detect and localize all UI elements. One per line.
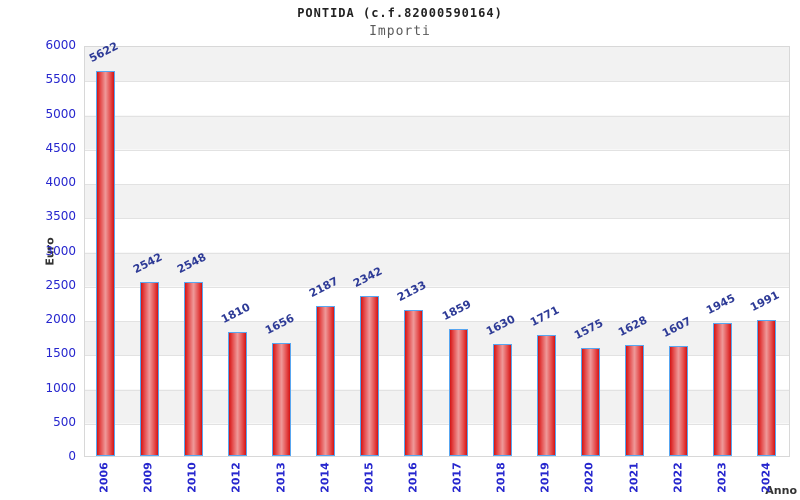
gridline xyxy=(85,149,789,151)
x-tick-label: 2021 xyxy=(627,462,641,493)
gridline xyxy=(85,115,789,117)
bar-2014 xyxy=(316,306,336,456)
x-tick-label: 2019 xyxy=(538,462,552,493)
y-tick-label: 3500 xyxy=(45,209,76,224)
x-tick-label: 2017 xyxy=(450,462,464,493)
y-tick-label: 1500 xyxy=(45,346,76,361)
x-tick-label: 2015 xyxy=(362,462,376,493)
gridline xyxy=(85,252,789,254)
bar-2021 xyxy=(625,344,645,456)
y-tick-label: 2500 xyxy=(45,277,76,292)
x-tick-label: 2018 xyxy=(494,462,508,493)
gridline xyxy=(85,81,789,83)
x-tick-label: 2009 xyxy=(141,462,155,493)
bar-2022 xyxy=(669,345,689,456)
y-tick-label: 3000 xyxy=(45,243,76,258)
gridline xyxy=(85,218,789,220)
gridline xyxy=(85,286,789,288)
x-tick-label: 2016 xyxy=(406,462,420,493)
gridline xyxy=(85,321,789,322)
chart-subtitle: Importi xyxy=(369,24,431,39)
y-tick-label: 5000 xyxy=(45,106,76,121)
gridline xyxy=(85,184,789,185)
y-tick-label: 4500 xyxy=(45,140,76,155)
y-tick-label: 1000 xyxy=(45,380,76,395)
bar-2019 xyxy=(536,334,556,456)
y-tick-label: 0 xyxy=(68,449,76,463)
x-tick-label: 2012 xyxy=(229,462,243,493)
x-tick-label: 2024 xyxy=(759,462,773,493)
bar-2015 xyxy=(360,295,380,456)
y-tick-label: 500 xyxy=(53,414,76,429)
x-tick-label: 2006 xyxy=(97,462,111,493)
bar-2013 xyxy=(272,342,292,456)
y-tick-label: 6000 xyxy=(45,38,76,52)
gridline xyxy=(85,355,789,357)
bar-2024 xyxy=(757,319,777,456)
y-tick-label: 5500 xyxy=(45,72,76,87)
x-tick-label: 2020 xyxy=(582,462,596,493)
y-tick-label: 2000 xyxy=(45,312,76,326)
bar-2016 xyxy=(404,309,424,456)
x-tick-label: 2014 xyxy=(318,462,332,493)
bar-2018 xyxy=(492,344,512,456)
x-axis-title: Anno xyxy=(765,484,797,497)
gridline xyxy=(85,389,789,391)
gridline xyxy=(85,423,789,425)
x-tick-label: 2010 xyxy=(185,462,199,493)
bar-2009 xyxy=(139,281,159,456)
x-tick-label: 2022 xyxy=(671,462,685,493)
bar-2017 xyxy=(448,328,468,456)
bar-2020 xyxy=(580,348,600,456)
chart-title: PONTIDA (c.f.82000590164) xyxy=(297,6,503,20)
y-tick-label: 4000 xyxy=(45,175,76,189)
bar-2006 xyxy=(95,70,115,456)
plot-area xyxy=(84,46,790,457)
bar-2012 xyxy=(227,332,247,456)
bar-2010 xyxy=(183,281,203,456)
bar-2023 xyxy=(713,322,733,456)
x-tick-label: 2023 xyxy=(715,462,729,493)
x-tick-label: 2013 xyxy=(274,462,288,493)
